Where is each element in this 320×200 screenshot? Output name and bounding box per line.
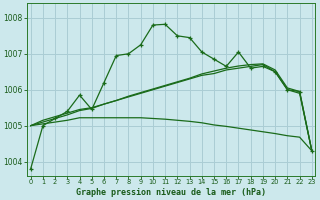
X-axis label: Graphe pression niveau de la mer (hPa): Graphe pression niveau de la mer (hPa) xyxy=(76,188,266,197)
